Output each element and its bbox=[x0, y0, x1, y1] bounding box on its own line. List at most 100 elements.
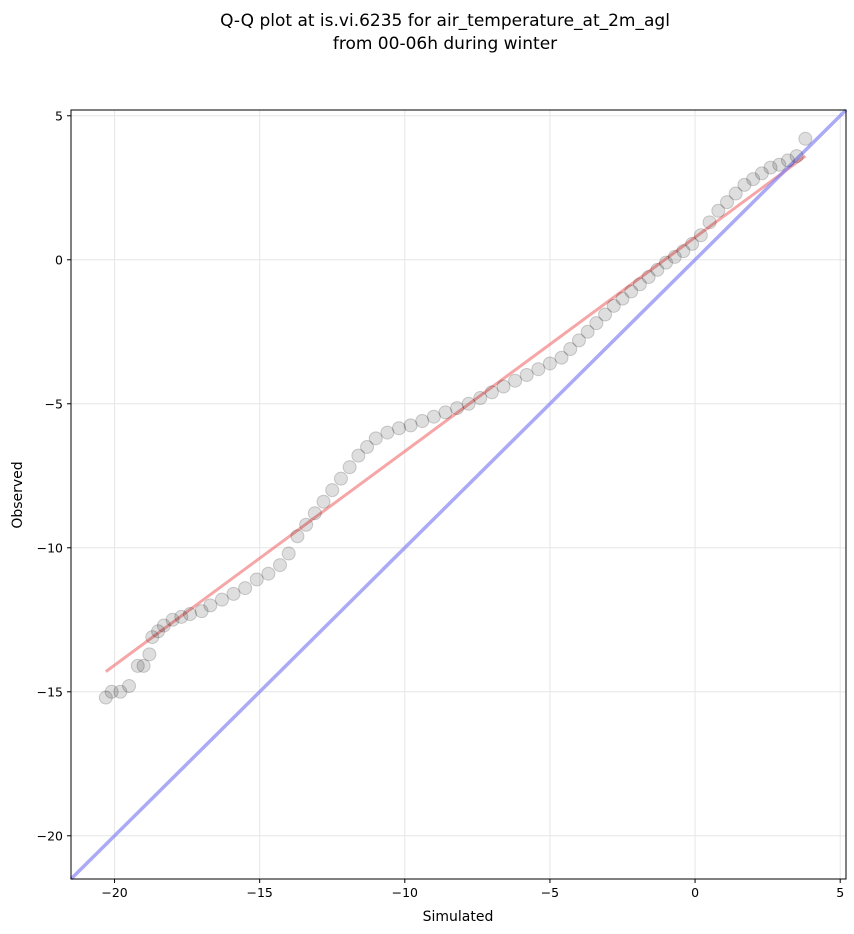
quantile-point bbox=[272, 558, 287, 573]
quantile-point bbox=[174, 609, 189, 624]
quantile-point bbox=[659, 255, 674, 270]
quantile-point bbox=[589, 316, 604, 331]
x-tick-label: −20 bbox=[101, 885, 127, 900]
y-axis-label: Observed bbox=[10, 461, 26, 528]
quantile-point bbox=[351, 448, 366, 463]
quantile-point bbox=[415, 414, 430, 429]
quantile-point bbox=[508, 373, 523, 388]
quantile-point bbox=[261, 566, 276, 581]
quantile-point bbox=[667, 249, 682, 264]
quantile-point bbox=[519, 367, 534, 382]
quantile-point bbox=[325, 483, 340, 498]
quantile-point bbox=[104, 684, 119, 699]
quantile-point bbox=[676, 244, 691, 259]
quantile-point bbox=[342, 460, 357, 475]
quantile-point bbox=[145, 630, 160, 645]
quantile-point bbox=[542, 356, 557, 371]
quantile-point bbox=[156, 618, 171, 633]
fit-line bbox=[104, 154, 807, 673]
x-tick-label: −5 bbox=[541, 885, 559, 900]
chart-title-line-2: from 00-06h during winter bbox=[333, 34, 557, 54]
quantile-point bbox=[461, 396, 476, 411]
quantile-point bbox=[151, 624, 166, 639]
quantile-point bbox=[624, 284, 639, 299]
quantile-point bbox=[194, 604, 209, 619]
y-tick-label: 0 bbox=[55, 252, 63, 267]
quantile-point bbox=[368, 431, 383, 446]
y-tick-label: −10 bbox=[37, 540, 63, 555]
quantile-point bbox=[380, 425, 395, 440]
quantile-point bbox=[772, 157, 787, 172]
quantile-point bbox=[496, 379, 511, 394]
fit-line-layer bbox=[104, 154, 807, 673]
quantile-point bbox=[737, 177, 752, 192]
x-tick-label: −15 bbox=[246, 885, 272, 900]
quantile-point bbox=[122, 679, 137, 694]
quantile-point bbox=[226, 586, 241, 601]
quantile-point bbox=[203, 598, 218, 613]
quantile-point bbox=[473, 391, 488, 406]
quantile-point bbox=[290, 529, 305, 544]
quantile-point bbox=[403, 418, 418, 433]
quantile-point bbox=[554, 350, 569, 365]
quantile-point bbox=[606, 298, 621, 313]
quantile-point bbox=[728, 186, 743, 201]
quantile-point bbox=[426, 409, 441, 424]
quantile-point bbox=[571, 333, 586, 348]
quantile-point bbox=[563, 342, 578, 357]
quantile-points bbox=[98, 131, 813, 705]
grid-lines bbox=[71, 110, 846, 879]
quantile-point bbox=[650, 262, 665, 277]
x-tick-label: 5 bbox=[836, 885, 844, 900]
identity-line-layer bbox=[69, 108, 848, 881]
y-tick-label: −20 bbox=[37, 828, 63, 843]
quantile-point bbox=[183, 607, 198, 622]
quantile-point bbox=[333, 471, 348, 486]
quantile-point bbox=[754, 166, 769, 181]
y-tick-label: −15 bbox=[37, 684, 63, 699]
quantile-point bbox=[130, 658, 145, 673]
quantile-point bbox=[711, 203, 726, 218]
chart-title-line-1: Q-Q plot at is.vi.6235 for air_temperatu… bbox=[220, 11, 670, 31]
quantile-point bbox=[798, 131, 813, 146]
quantile-point bbox=[98, 690, 113, 705]
quantile-point bbox=[249, 572, 264, 587]
quantile-point bbox=[484, 385, 499, 400]
quantile-point bbox=[531, 362, 546, 377]
quantile-point bbox=[719, 195, 734, 210]
axis-ticks: −20 −15 −10 −5 0 5 −20 −15 −10 −5 0 5 bbox=[37, 108, 845, 900]
quantile-point bbox=[113, 684, 128, 699]
quantile-point bbox=[598, 307, 613, 322]
quantile-point bbox=[580, 324, 595, 339]
quantile-point bbox=[685, 236, 700, 251]
quantile-point bbox=[165, 612, 180, 627]
quantile-point bbox=[136, 658, 151, 673]
x-tick-label: −10 bbox=[392, 885, 418, 900]
quantile-point bbox=[214, 592, 229, 607]
quantile-point bbox=[438, 405, 453, 420]
quantile-point bbox=[391, 421, 406, 436]
quantile-point bbox=[615, 291, 630, 306]
quantile-point bbox=[316, 494, 331, 509]
quantile-point bbox=[641, 270, 656, 285]
quantile-point bbox=[763, 160, 778, 175]
quantile-point bbox=[450, 401, 465, 416]
quantile-point bbox=[299, 517, 314, 532]
quantile-point bbox=[142, 647, 157, 662]
quantile-point bbox=[693, 228, 708, 243]
x-axis-label: Simulated bbox=[423, 909, 494, 925]
quantile-point bbox=[632, 277, 647, 292]
quantile-point bbox=[702, 215, 717, 230]
quantile-point bbox=[780, 153, 795, 168]
quantile-point bbox=[281, 546, 296, 561]
plot-area-frame bbox=[70, 109, 847, 880]
y-tick-label: 5 bbox=[55, 108, 63, 123]
y-tick-label: −5 bbox=[45, 396, 63, 411]
quantile-point bbox=[746, 172, 761, 187]
quantile-point bbox=[360, 439, 375, 454]
x-tick-label: 0 bbox=[691, 885, 699, 900]
quantile-point bbox=[307, 506, 322, 521]
identity-line bbox=[69, 108, 848, 881]
quantile-point bbox=[238, 581, 253, 596]
